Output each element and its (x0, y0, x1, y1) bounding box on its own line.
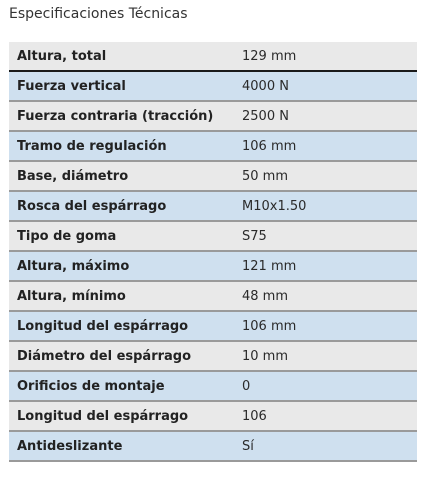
spec-label: Altura, máximo (9, 251, 234, 282)
spec-label: Altura, mínimo (9, 281, 234, 312)
table-row: Base, diámetro 50 mm (9, 161, 417, 192)
spec-label: Longitud del espárrago (9, 311, 234, 342)
spec-value: S75 (234, 221, 417, 252)
spec-value: 2500 N (234, 101, 417, 132)
table-row: Tipo de goma S75 (9, 221, 417, 252)
spec-label: Fuerza contraria (tracción) (9, 101, 234, 132)
spec-value: 50 mm (234, 161, 417, 192)
spec-label: Diámetro del espárrago (9, 341, 234, 372)
spec-value: 121 mm (234, 251, 417, 282)
table-row: Diámetro del espárrago 10 mm (9, 341, 417, 372)
spec-label: Rosca del espárrago (9, 191, 234, 222)
table-row: Rosca del espárrago M10x1.50 (9, 191, 417, 222)
spec-value: 0 (234, 371, 417, 402)
spec-value: 10 mm (234, 341, 417, 372)
table-row: Orificios de montaje 0 (9, 371, 417, 402)
table-row: Longitud del espárrago 106 mm (9, 311, 417, 342)
spec-label: Orificios de montaje (9, 371, 234, 402)
page-title: Especificaciones Técnicas (9, 6, 188, 22)
table-row: Longitud del espárrago 106 (9, 401, 417, 432)
table-row: Altura, máximo 121 mm (9, 251, 417, 282)
table-row: Fuerza vertical 4000 N (9, 71, 417, 102)
spec-label: Longitud del espárrago (9, 401, 234, 432)
table-row: Altura, mínimo 48 mm (9, 281, 417, 312)
table-row: Altura, total 129 mm (9, 42, 417, 72)
spec-label: Fuerza vertical (9, 71, 234, 102)
spec-value: 106 mm (234, 311, 417, 342)
table-row: Tramo de regulación 106 mm (9, 131, 417, 162)
spec-value: 106 mm (234, 131, 417, 162)
spec-label: Altura, total (9, 42, 234, 72)
specifications-table: Altura, total 129 mm Fuerza vertical 400… (9, 42, 417, 462)
table-row: Antideslizante Sí (9, 431, 417, 462)
spec-value: 4000 N (234, 71, 417, 102)
spec-value: 106 (234, 401, 417, 432)
spec-value: Sí (234, 431, 417, 462)
spec-value: M10x1.50 (234, 191, 417, 222)
spec-label: Antideslizante (9, 431, 234, 462)
spec-label: Tipo de goma (9, 221, 234, 252)
spec-value: 129 mm (234, 42, 417, 72)
spec-label: Base, diámetro (9, 161, 234, 192)
spec-label: Tramo de regulación (9, 131, 234, 162)
spec-value: 48 mm (234, 281, 417, 312)
table-row: Fuerza contraria (tracción) 2500 N (9, 101, 417, 132)
